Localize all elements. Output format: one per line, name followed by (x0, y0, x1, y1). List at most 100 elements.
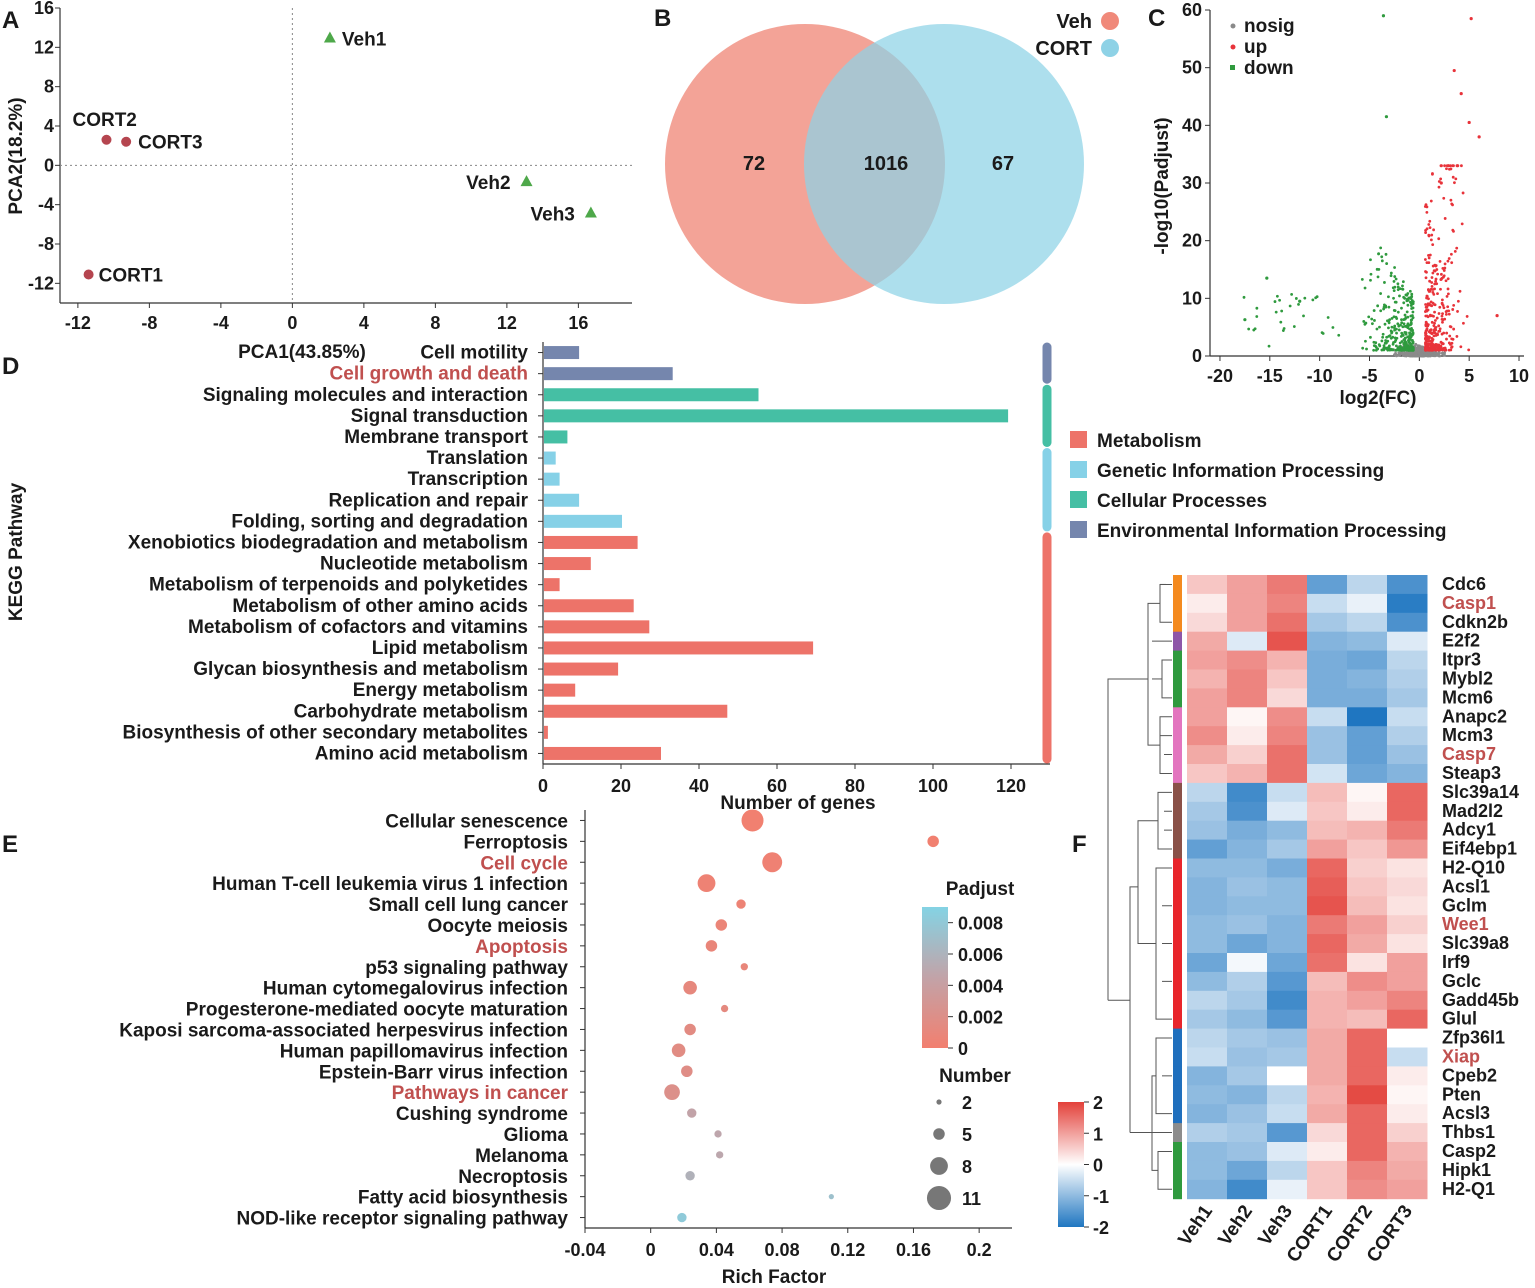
gene-label: Gadd45b (1442, 990, 1519, 1010)
point-down (1382, 303, 1386, 307)
point-down (1369, 272, 1373, 276)
heatmap-cell (1347, 1142, 1388, 1162)
point-up (1431, 172, 1434, 175)
heatmap-cell (1307, 1104, 1348, 1124)
point-down (1392, 308, 1396, 312)
gene-label: Cdkn2b (1442, 612, 1508, 632)
heatmap-cell (1227, 1085, 1268, 1105)
heatmap-cell (1187, 1123, 1228, 1143)
heatmap-cell (1307, 858, 1348, 878)
point-up (1432, 334, 1436, 338)
point-down (1265, 276, 1269, 280)
heatmap-cell (1227, 1047, 1268, 1067)
heatmap-cell (1187, 1179, 1228, 1200)
heatmap-cell (1307, 1066, 1348, 1086)
category-label: Signal transduction (351, 406, 528, 427)
legend-label-veh: Veh (1056, 11, 1092, 33)
panel-letter-d: D (2, 353, 19, 380)
point-up (1441, 320, 1444, 324)
legend-swatch (1070, 521, 1087, 538)
point-label: Veh3 (531, 205, 575, 226)
heatmap-cell (1267, 858, 1308, 878)
point-down (1267, 344, 1271, 348)
dendrogram-branch (1159, 583, 1172, 623)
point-down (1387, 305, 1391, 309)
point-down (1398, 341, 1402, 345)
heatmap-cell (1347, 1104, 1388, 1124)
point-nosig (1417, 345, 1421, 349)
point-down (1406, 315, 1410, 319)
heatmap-cell (1347, 1028, 1388, 1048)
size-legend-bubble (933, 1128, 945, 1140)
point-up (1443, 262, 1447, 266)
heatmap-cell (1387, 877, 1428, 897)
gene-label: Adcy1 (1442, 820, 1496, 840)
point-up (1435, 343, 1439, 347)
point-up (1426, 308, 1430, 312)
panel-letter-b: B (654, 5, 671, 32)
heatmap-cell (1227, 801, 1268, 822)
gene-label: Mad2l2 (1442, 801, 1503, 821)
point-down (1380, 348, 1384, 352)
point-up (1431, 338, 1435, 341)
term-label: Necroptosis (458, 1167, 568, 1188)
point-down (1314, 296, 1318, 300)
heatmap-cell (1347, 896, 1388, 916)
category-label: Glycan biosynthesis and metabolism (193, 659, 528, 680)
point-down (1379, 246, 1383, 250)
term-label: Apoptosis (475, 937, 568, 958)
heatmap-cell (1227, 953, 1268, 973)
point-up (1447, 312, 1451, 316)
heatmap-cell (1227, 839, 1268, 859)
point-up (1459, 92, 1463, 96)
size-legend-bubble (926, 1185, 952, 1211)
heatmap-cell (1387, 612, 1428, 633)
y-tick-label: 0 (44, 155, 54, 175)
point-down (1406, 292, 1410, 295)
heatmap-cell (1227, 896, 1268, 916)
point-up (1430, 332, 1434, 336)
cluster-bar-red (1173, 877, 1182, 897)
cluster-bar-blue (1173, 1085, 1182, 1105)
point-up (1431, 288, 1435, 291)
heatmap-cell (1347, 1009, 1388, 1030)
bubble (681, 1065, 693, 1077)
point-up (1444, 312, 1448, 316)
point-up (1441, 312, 1444, 316)
dendrogram-branch (1159, 716, 1172, 774)
point-up (1446, 277, 1450, 281)
heatmap-cell (1347, 858, 1388, 878)
heatmap-cell (1267, 575, 1308, 595)
x-axis-title: Number of genes (720, 793, 875, 814)
category-label: Cell growth and death (330, 364, 528, 385)
heatmap-cell (1227, 971, 1268, 992)
point-down (1406, 298, 1410, 302)
heatmap-cell (1307, 1142, 1348, 1162)
heatmap-cell (1307, 669, 1348, 689)
bubble (740, 963, 748, 971)
point-down (1393, 275, 1397, 278)
gene-label: Irf9 (1442, 952, 1470, 972)
heatmap-cell (1347, 1160, 1388, 1181)
x-tick-label: 12 (497, 313, 517, 333)
point-down (1401, 325, 1405, 329)
point-up (1432, 293, 1436, 296)
point-down (1399, 323, 1402, 327)
term-label: Glioma (504, 1125, 569, 1146)
x-tick-label: -4 (213, 313, 229, 333)
cluster-bar-green (1173, 669, 1182, 689)
heatmap-cell (1267, 915, 1308, 935)
point-up (1442, 269, 1446, 272)
size-legend-label: 2 (962, 1093, 972, 1113)
colorbar (922, 907, 948, 1048)
bubble (683, 980, 697, 995)
category-label: Translation (427, 448, 528, 469)
category-label: Cell motility (420, 343, 528, 364)
point-up (1449, 343, 1452, 346)
bubble (664, 1084, 680, 1100)
category-label: Metabolism of other amino acids (232, 596, 528, 617)
x-tick-label: -8 (141, 313, 157, 333)
point-cort1 (83, 269, 94, 280)
point-down (1385, 262, 1389, 265)
point-down (1402, 301, 1406, 305)
